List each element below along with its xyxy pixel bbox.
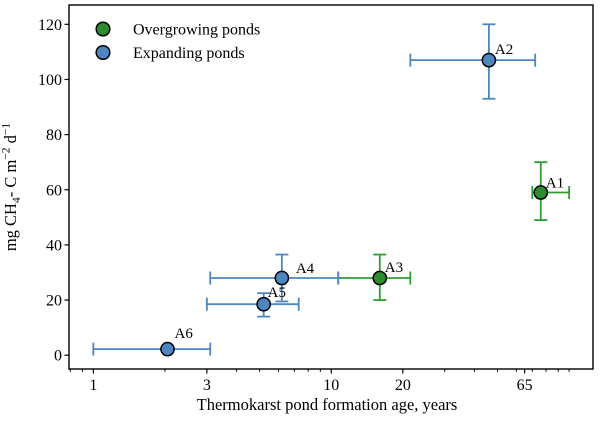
- x-tick-label: 10: [323, 377, 339, 394]
- y-tick-label: 40: [46, 237, 62, 254]
- data-point-a2: [481, 52, 497, 68]
- y-tick-label: 20: [46, 293, 62, 310]
- data-point-a3: [372, 270, 388, 286]
- point-label-a4: A4: [296, 261, 315, 277]
- x-tick-label: 20: [395, 377, 411, 394]
- legend-marker-1: [95, 21, 111, 37]
- y-tick-label: 120: [38, 17, 62, 34]
- point-label-a5: A5: [268, 285, 286, 301]
- legend-marker-2: [95, 44, 111, 61]
- y-tick-label: 0: [54, 348, 62, 365]
- data-point-a6: [160, 341, 175, 357]
- data-point-a5: [256, 296, 272, 312]
- y-axis-label: mg CH4- C m−2 d−1: [1, 123, 24, 252]
- x-tick-label: 65: [517, 377, 533, 394]
- x-tick-label: 1: [89, 377, 97, 394]
- y-tick-label: 60: [46, 182, 62, 199]
- y-tick-label: 100: [38, 72, 62, 89]
- point-label-a3: A3: [385, 260, 403, 276]
- x-tick-label: 3: [203, 377, 211, 394]
- point-label-a2: A2: [495, 42, 513, 58]
- legend-label-2: Expanding ponds: [133, 45, 245, 62]
- data-point-a1: [533, 185, 549, 200]
- x-axis-label: Thermokarst pond formation age, years: [197, 395, 458, 414]
- plot-border: [68, 4, 594, 370]
- y-tick-label: 80: [46, 127, 62, 144]
- point-label-a6: A6: [175, 326, 194, 342]
- data-point-a4: [274, 270, 290, 286]
- point-label-a1: A1: [546, 176, 564, 192]
- legend-label-1: Overgrowing ponds: [133, 22, 260, 39]
